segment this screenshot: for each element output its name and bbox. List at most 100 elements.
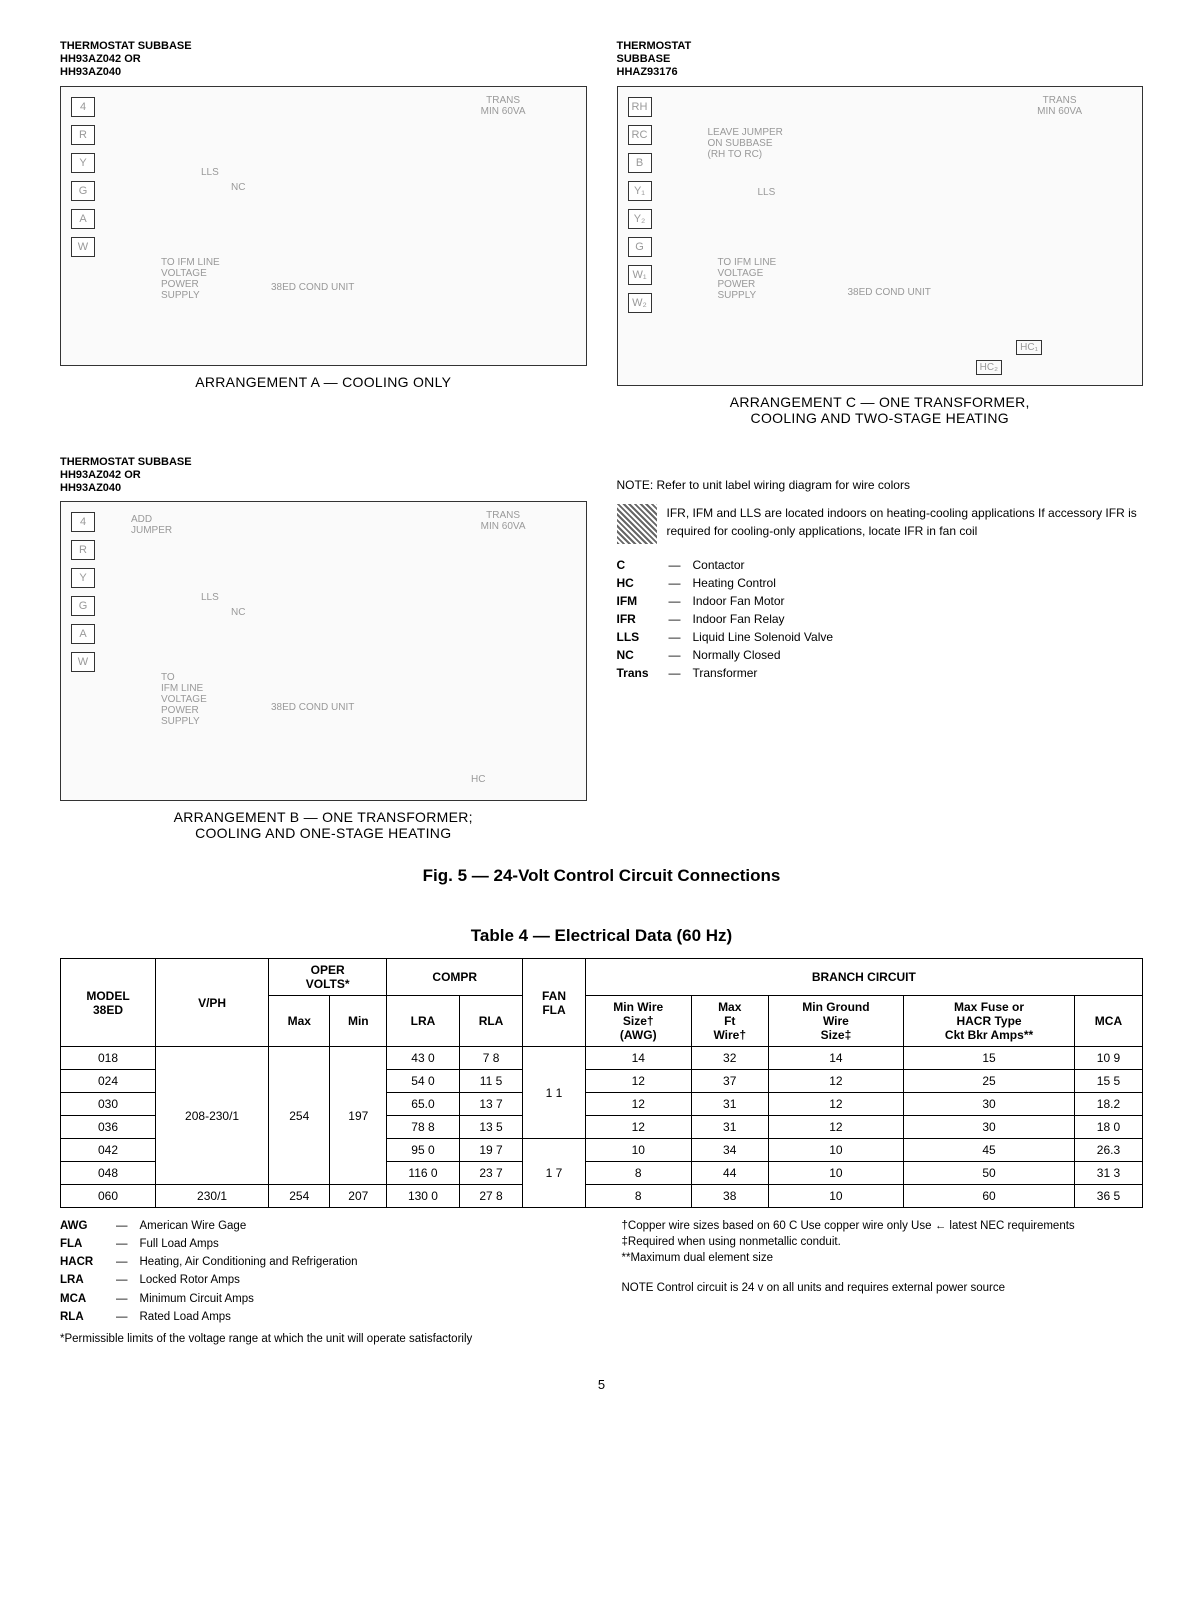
legend: NOTE: Refer to unit label wiring diagram… [617,476,1144,842]
header-line: THERMOSTAT SUBBASE [60,40,192,52]
trans-label: TRANS MIN 60VA [481,510,526,532]
wiring-schematic-b: 4 R Y G A W ADD JUMPER TRANS MIN 60VA LL… [60,501,587,801]
col-branch: BRANCH CIRCUIT [585,959,1142,996]
cell-mca: 10 9 [1074,1047,1142,1070]
hc1-label: HC₁ [1016,340,1042,355]
cell-max: 254 [269,1047,330,1185]
electrical-data-table: MODEL 38ED V/PH OPER VOLTS* COMPR FAN FL… [60,958,1143,1208]
col-mca: MCA [1074,996,1142,1047]
cell-wire: 8 [585,1162,691,1185]
cell-ground: 14 [768,1047,903,1070]
legend-item: C—Contactor [617,556,1144,574]
nc-label: NC [231,607,245,618]
footnote-key: FLA [60,1236,104,1252]
terminal: R [71,540,95,560]
terminal: W₁ [628,265,652,285]
footnote-line: ‡Required when using nonmetallic conduit… [622,1234,1144,1250]
cell-model: 030 [61,1093,156,1116]
terminal: Y₁ [628,181,652,201]
terminal: RH [628,97,652,117]
footnote-item: FLA—Full Load Amps [60,1236,582,1252]
trans-label: TRANS MIN 60VA [1037,95,1082,117]
cell-ground: 10 [768,1139,903,1162]
col-min-ground: Min Ground Wire Size‡ [768,996,903,1047]
col-lra: LRA [387,996,460,1047]
footnote-item: MCA—Minimum Circuit Amps [60,1291,582,1307]
cell-fuse: 60 [904,1185,1075,1208]
cell-ft: 38 [691,1185,768,1208]
cell-lra: 95 0 [387,1139,460,1162]
legend-item: LLS—Liquid Line Solenoid Valve [617,628,1144,646]
cell-lra: 65.0 [387,1093,460,1116]
table-row: 018208-230/125419743 07 81 11432141510 9 [61,1047,1143,1070]
footnote-desc: Locked Rotor Amps [140,1272,240,1288]
cell-fan: 1 7 [523,1139,585,1208]
col-rla: RLA [459,996,523,1047]
cell-mca: 18.2 [1074,1093,1142,1116]
wiring-schematic-c: RH RC B Y₁ Y₂ G W₁ W₂ TRANS MIN 60VA LEA… [617,86,1144,386]
nc-label: NC [231,182,245,193]
cell-wire: 12 [585,1070,691,1093]
cell-ground: 12 [768,1116,903,1139]
footnote-item: LRA—Locked Rotor Amps [60,1272,582,1288]
footnote-desc: Full Load Amps [140,1236,219,1252]
footnotes-left: AWG—American Wire Gage FLA—Full Load Amps… [60,1218,582,1347]
cell-wire: 12 [585,1116,691,1139]
footnote-left-note: *Permissible limits of the voltage range… [60,1331,582,1347]
terminal: Y [71,153,95,173]
cell-ft: 37 [691,1070,768,1093]
legend-item: Trans—Transformer [617,664,1144,682]
cell-fuse: 45 [904,1139,1075,1162]
footnote-key: MCA [60,1291,104,1307]
legend-boxed-note: IFR, IFM and LLS are located indoors on … [667,504,1144,540]
legend-item: IFR—Indoor Fan Relay [617,610,1144,628]
cell-ground: 10 [768,1162,903,1185]
cell-fuse: 15 [904,1047,1075,1070]
cell-ground: 12 [768,1070,903,1093]
cell-model: 048 [61,1162,156,1185]
footnote-right-note: NOTE Control circuit is 24 v on all unit… [622,1280,1144,1296]
cond-unit-label: 38ED COND UNIT [848,287,931,298]
legend-key: IFM [617,592,657,610]
footnote-key: LRA [60,1272,104,1288]
cell-ft: 31 [691,1093,768,1116]
header-line: HH93AZ040 [60,66,121,78]
legend-item: IFM—Indoor Fan Motor [617,592,1144,610]
footnote-line: †Copper wire sizes based on 60 C Use cop… [622,1218,1144,1234]
col-vph: V/PH [156,959,269,1047]
cell-min: 207 [330,1185,387,1208]
cell-ground: 12 [768,1093,903,1116]
cell-mca: 36 5 [1074,1185,1142,1208]
add-jumper-label: ADD JUMPER [131,514,172,536]
terminal: RC [628,125,652,145]
header-line: HHAZ93176 [617,66,678,78]
legend-desc: Liquid Line Solenoid Valve [693,628,834,646]
cell-wire: 14 [585,1047,691,1070]
ifm-label: TO IFM LINE VOLTAGE POWER SUPPLY [161,672,207,727]
diagram-a-caption: ARRANGEMENT A — COOLING ONLY [60,374,587,390]
col-max: Max [269,996,330,1047]
hc-label: HC [471,774,485,785]
diagram-b-caption: ARRANGEMENT B — ONE TRANSFORMER; COOLING… [60,809,587,841]
trans-label: TRANS MIN 60VA [481,95,526,117]
diagram-c-header: THERMOSTAT SUBBASE HHAZ93176 [617,40,1144,80]
header-line: HH93AZ042 OR [60,469,141,481]
cell-rla: 23 7 [459,1162,523,1185]
legend-desc: Contactor [693,556,745,574]
cell-lra: 43 0 [387,1047,460,1070]
legend-desc: Transformer [693,664,758,682]
legend-desc: Normally Closed [693,646,781,664]
cell-fuse: 25 [904,1070,1075,1093]
footnote-key: RLA [60,1309,104,1325]
cell-mca: 18 0 [1074,1116,1142,1139]
diagram-c: THERMOSTAT SUBBASE HHAZ93176 RH RC B Y₁ … [617,40,1144,426]
cell-rla: 19 7 [459,1139,523,1162]
footnote-item: AWG—American Wire Gage [60,1218,582,1234]
footnote-desc: Minimum Circuit Amps [140,1291,254,1307]
lls-label: LLS [201,167,219,178]
table-row: 060230/1254207130 027 8838106036 5 [61,1185,1143,1208]
legend-key: LLS [617,628,657,646]
cell-lra: 116 0 [387,1162,460,1185]
terminal: W [71,652,95,672]
footnote-desc: American Wire Gage [140,1218,247,1234]
